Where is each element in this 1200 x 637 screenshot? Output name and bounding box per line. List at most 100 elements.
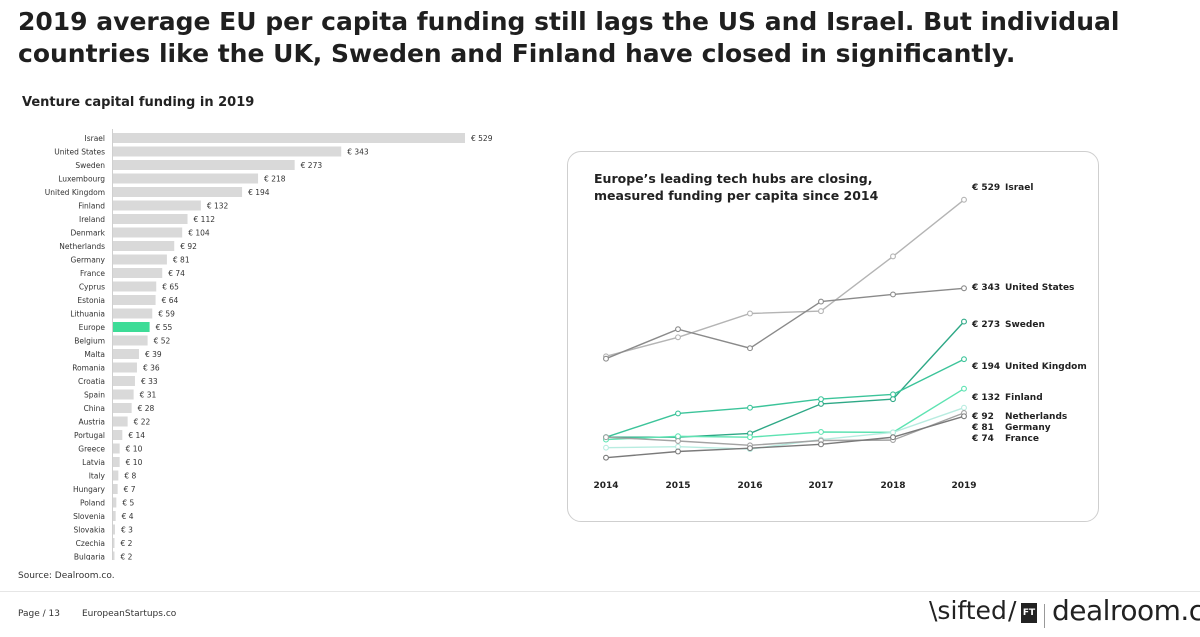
bar-category-label: Slovenia	[73, 512, 105, 521]
bar-category-label: Finland	[78, 202, 105, 211]
line-point-france	[675, 448, 681, 455]
bar-belgium	[113, 335, 148, 346]
bar-category-label: Poland	[80, 499, 105, 508]
line-series-israel	[605, 199, 965, 357]
bar-europe	[113, 322, 150, 332]
line-series-label: Israel	[1005, 183, 1033, 193]
line-point-united-states	[818, 298, 824, 305]
line-point-netherlands	[675, 443, 681, 450]
line-end-value: € 74	[971, 434, 994, 444]
bar-category-label: Latvia	[82, 458, 105, 467]
bar-value-label: € 31	[140, 391, 157, 400]
x-tick-label: 2016	[737, 481, 762, 491]
dealroom-logo-text: dealroom	[1052, 594, 1181, 627]
line-point-germany	[603, 434, 609, 441]
x-tick-label: 2017	[808, 481, 833, 491]
line-point-france	[603, 454, 609, 461]
bar-germany	[113, 254, 167, 265]
bar-china	[113, 403, 132, 413]
bar-category-label: Lithuania	[70, 310, 105, 319]
bar-denmark	[113, 227, 183, 238]
bar-category-label: Hungary	[73, 485, 106, 494]
bar-bulgaria	[113, 551, 115, 560]
bar-category-label: Greece	[78, 445, 105, 454]
bar-category-label: Europe	[79, 323, 106, 332]
line-point-united-states	[961, 285, 967, 292]
bar-category-label: Cyprus	[79, 283, 105, 292]
bar-israel	[113, 133, 465, 143]
line-series-france	[605, 415, 965, 459]
bar-value-label: € 92	[180, 242, 197, 251]
line-point-united-states	[747, 345, 753, 352]
line-end-value: € 343	[971, 283, 1000, 293]
line-point-france	[747, 445, 753, 452]
bar-hungary	[113, 484, 118, 494]
line-point-israel	[961, 196, 967, 203]
bar-category-label: Israel	[85, 134, 106, 143]
bar-value-label: € 64	[162, 296, 179, 305]
line-end-value: € 529	[971, 183, 1000, 193]
bar-category-label: United Kingdom	[45, 188, 105, 197]
bar-value-label: € 10	[126, 458, 143, 467]
bar-category-label: Estonia	[77, 296, 105, 305]
bar-value-label: € 273	[301, 161, 323, 170]
bar-category-label: Sweden	[75, 161, 105, 170]
sifted-logo: \sifted	[929, 596, 1007, 625]
line-series-label: Netherlands	[1005, 412, 1067, 422]
bar-value-label: € 529	[471, 134, 493, 143]
line-chart-panel: Europe’s leading tech hubs are closing, …	[567, 151, 1099, 522]
site-link[interactable]: EuropeanStartups.co	[82, 609, 177, 619]
bar-value-label: € 2	[121, 553, 133, 561]
dealroom-logo-suffix: .co	[1180, 594, 1200, 627]
bar-value-label: € 22	[134, 418, 151, 427]
bar-value-label: € 2	[121, 539, 133, 548]
bar-luxembourg	[113, 173, 259, 184]
bar-category-label: Netherlands	[59, 242, 105, 251]
page-number: Page / 13	[18, 609, 60, 619]
bar-value-label: € 74	[168, 269, 185, 278]
line-point-united-kingdom	[961, 356, 967, 363]
line-chart: € 529 Israel € 343 United States € 273 Sweden…	[593, 183, 1086, 491]
bar-italy	[113, 470, 119, 481]
bar-value-label: € 194	[248, 188, 270, 197]
bar-malta	[113, 349, 139, 359]
line-series-finland	[605, 388, 965, 441]
footer-divider	[0, 591, 1200, 592]
bar-category-label: France	[80, 269, 105, 278]
bar-lithuania	[113, 308, 153, 319]
bar-category-label: Croatia	[78, 377, 105, 386]
line-point-france	[890, 434, 896, 441]
bar-value-label: € 52	[154, 337, 171, 346]
logo-separator	[1044, 604, 1045, 628]
line-point-united-states	[603, 355, 609, 362]
line-point-israel	[747, 310, 753, 317]
bar-portugal	[113, 430, 123, 440]
line-series-label: Finland	[1005, 393, 1043, 403]
bar-category-label: Slovakia	[74, 526, 106, 535]
line-point-united-states	[890, 291, 896, 298]
bar-category-label: Romania	[72, 364, 105, 373]
bar-spain	[113, 389, 134, 400]
bar-greece	[113, 443, 120, 454]
bar-category-label: Austria	[79, 418, 106, 427]
bar-value-label: € 55	[156, 323, 173, 332]
bar-category-label: United States	[54, 148, 105, 157]
line-point-germany	[675, 438, 681, 444]
line-point-united-kingdom	[747, 404, 753, 411]
x-tick-label: 2015	[665, 481, 690, 491]
bar-value-label: € 36	[143, 364, 160, 373]
bar-croatia	[113, 376, 135, 386]
line-end-value: € 132	[971, 393, 1000, 403]
line-end-value: € 81	[971, 423, 994, 433]
bar-ireland	[113, 214, 188, 224]
bar-value-label: € 218	[264, 175, 286, 184]
line-end-value: € 194	[971, 362, 1000, 372]
line-chart-title: Europe’s leading tech hubs are closing, …	[594, 171, 879, 203]
bar-value-label: € 14	[128, 431, 145, 440]
bar-latvia	[113, 457, 120, 467]
line-end-value: € 273	[971, 320, 1000, 330]
bar-value-label: € 343	[347, 148, 369, 157]
line-series-label: France	[1005, 434, 1039, 444]
bar-austria	[113, 416, 128, 427]
bar-value-label: € 59	[158, 310, 175, 319]
